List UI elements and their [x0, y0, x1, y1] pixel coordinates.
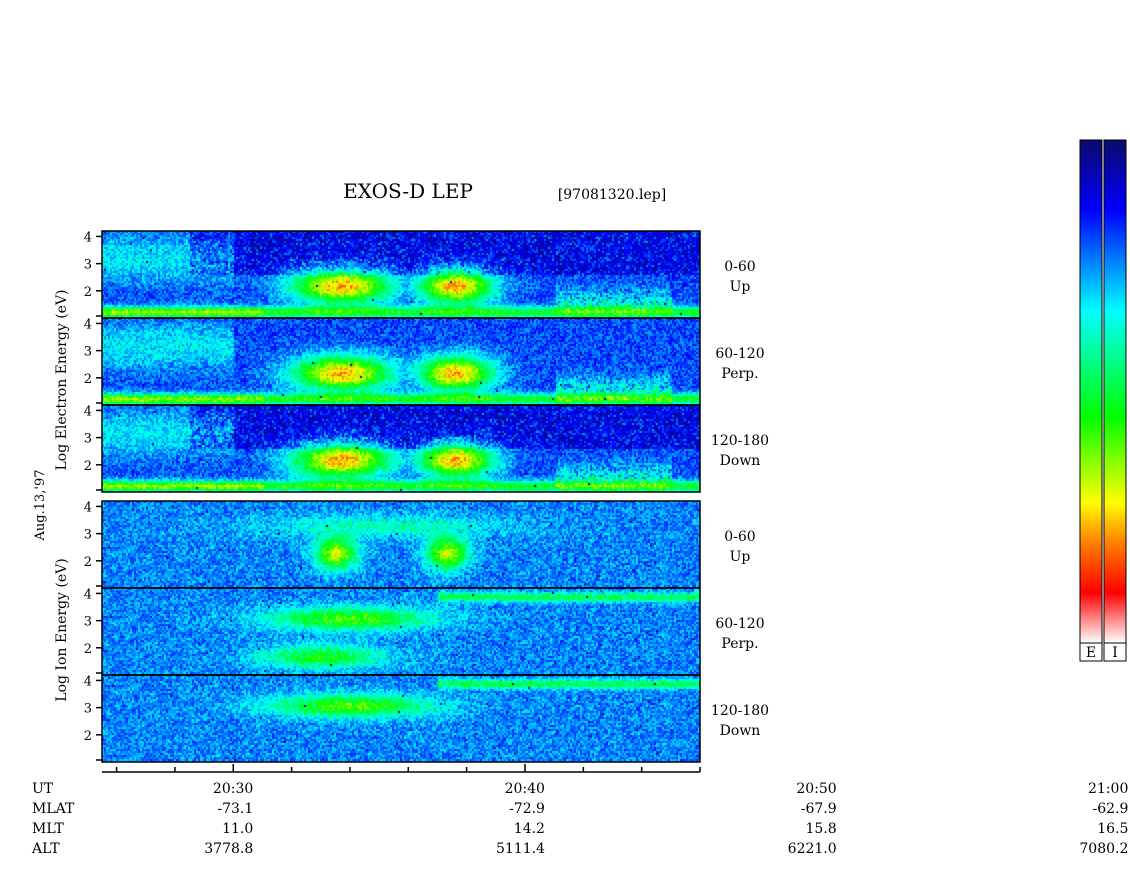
colorbar-label-box [1079, 642, 1103, 662]
y-tick-label: 2 [84, 459, 92, 474]
y-tick-label: 4 [84, 404, 92, 419]
y-tick-label: 3 [84, 258, 92, 273]
y-tick-label: 4 [84, 587, 92, 602]
colorbar-strip [1103, 139, 1127, 644]
date-label: Aug.13,'97 [33, 469, 48, 541]
panel-frame [101, 674, 701, 763]
colorbar-label: E [1086, 645, 1096, 661]
spectrogram-panels: 4 3 2 0-60 Up 4 3 2 60-120 Perp. 4 3 2 120-180 Down 4 3 2… [84, 230, 769, 763]
orbit-row-label: UT [32, 781, 54, 797]
y-tick-label: 2 [84, 555, 92, 570]
panel-angle-label: 0-60 [724, 259, 755, 275]
x-tick-label: 21:00 [1088, 781, 1128, 797]
y-tick-label: 4 [84, 230, 92, 245]
orbit-table: UT MLAT MLT ALT 20:30 -73.1 11.0 3778.8 20:40 -72… [31, 781, 1128, 857]
orbit-value: -62.9 [1092, 801, 1128, 817]
file-label: [97081320.lep] [558, 187, 666, 203]
y-tick-label: 2 [84, 729, 92, 744]
x-tick-label: 20:50 [796, 781, 836, 797]
orbit-value: 6221.0 [788, 841, 837, 857]
x-tick-label: 20:30 [213, 781, 253, 797]
panel-angle-label: 60-120 [715, 616, 764, 632]
orbit-value: -67.9 [801, 801, 837, 817]
panel-direction-label: Up [730, 549, 751, 565]
y-tick-label: 3 [84, 345, 92, 360]
spectrogram-raster [102, 231, 700, 762]
orbit-row-label: ALT [31, 841, 60, 857]
y-tick-label: 3 [84, 528, 92, 543]
panel-direction-label: Down [720, 453, 761, 469]
colorbar-label: I [1112, 645, 1118, 661]
panel-angle-label: 60-120 [715, 346, 764, 362]
electron-ylabel: Log Electron Energy (eV) [54, 289, 70, 470]
orbit-value: 14.2 [514, 821, 545, 837]
colorbar-strip [1079, 139, 1103, 644]
y-tick-label: 3 [84, 432, 92, 447]
y-tick-label: 4 [84, 317, 92, 332]
orbit-value: -72.9 [509, 801, 545, 817]
y-tick-label: 2 [84, 285, 92, 300]
chart-title: EXOS-D LEP [343, 179, 473, 203]
time-axis [102, 764, 701, 773]
y-tick-label: 4 [84, 500, 92, 515]
colorbar-label-box [1103, 642, 1127, 662]
panel-angle-label: 120-180 [711, 433, 769, 449]
panel-direction-label: Perp. [721, 366, 758, 382]
panel-direction-label: Perp. [721, 636, 758, 652]
orbit-value: 3778.8 [204, 841, 253, 857]
panel-angle-label: 0-60 [724, 529, 755, 545]
panel-direction-label: Down [720, 723, 761, 739]
panel-direction-label: Up [730, 279, 751, 295]
y-tick-label: 3 [84, 615, 92, 630]
y-tick-label: 2 [84, 372, 92, 387]
y-tick-label: 3 [84, 702, 92, 717]
orbit-value: -73.1 [217, 801, 253, 817]
panel-frame [101, 404, 701, 493]
orbit-value: 7080.2 [1079, 841, 1128, 857]
y-tick-label: 4 [84, 674, 92, 689]
y-tick-label: 2 [84, 642, 92, 657]
panel-angle-label: 120-180 [711, 703, 769, 719]
orbit-value: 11.0 [222, 821, 253, 837]
orbit-value: 15.8 [806, 821, 837, 837]
orbit-row-label: MLAT [32, 801, 75, 817]
x-tick-label: 20:40 [505, 781, 545, 797]
orbit-value: 16.5 [1097, 821, 1128, 837]
orbit-row-label: MLT [32, 821, 64, 837]
ion-ylabel: Log Ion Energy (eV) [54, 558, 70, 701]
orbit-value: 5111.4 [496, 841, 545, 857]
